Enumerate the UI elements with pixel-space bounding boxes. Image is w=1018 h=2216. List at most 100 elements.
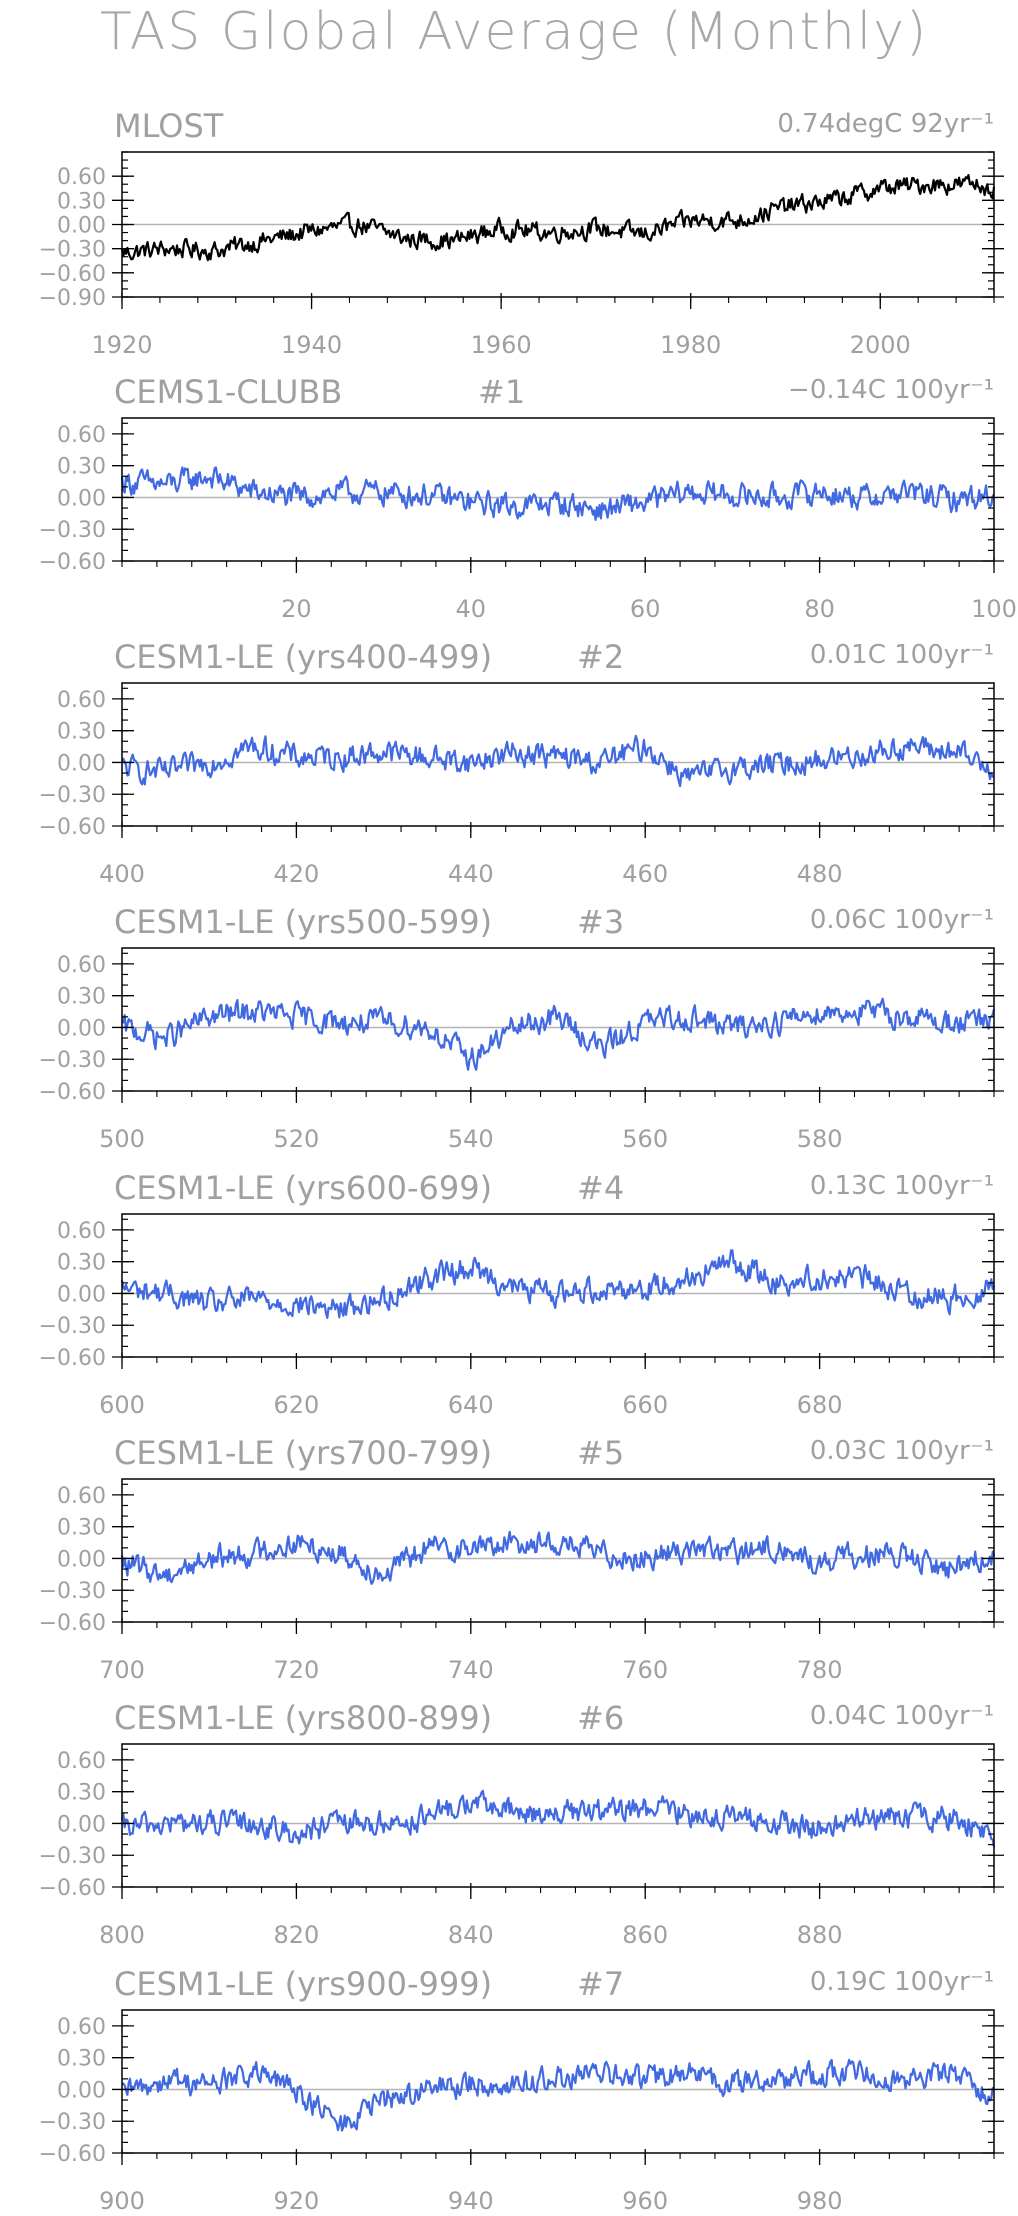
x-tick-label: 60 bbox=[630, 595, 661, 623]
plot-frame bbox=[121, 2009, 995, 2154]
y-tick-label: 0.60 bbox=[57, 165, 106, 190]
data-series-line bbox=[120, 1249, 996, 1320]
x-tick-label: 80 bbox=[804, 595, 835, 623]
x-tick-label: 420 bbox=[273, 860, 319, 888]
panel-title: MLOST bbox=[114, 107, 224, 145]
page-title: TAS Global Average (Monthly) bbox=[100, 2, 929, 62]
y-tick-label: 0.30 bbox=[57, 2047, 106, 2072]
y-tick-label: 0.00 bbox=[57, 486, 106, 511]
y-tick-label: −0.30 bbox=[39, 2110, 106, 2135]
member-label: #4 bbox=[577, 1169, 624, 1207]
panel-title: CESM1-LE (yrs900-999) bbox=[114, 1965, 492, 2003]
y-tick-label: −0.60 bbox=[39, 1346, 106, 1371]
member-label: #7 bbox=[577, 1965, 624, 2003]
trend-label: 0.03C 100yr⁻¹ bbox=[810, 1436, 994, 1466]
y-tick-label: −0.60 bbox=[39, 262, 106, 287]
x-tick-label: 780 bbox=[797, 1656, 843, 1684]
x-tick-label: 860 bbox=[622, 1921, 668, 1949]
plot-frame bbox=[121, 947, 995, 1092]
y-tick-label: 0.30 bbox=[57, 985, 106, 1010]
y-tick-label: 0.00 bbox=[57, 1547, 106, 1572]
y-tick-label: 0.00 bbox=[57, 751, 106, 776]
x-tick-label: 40 bbox=[456, 595, 487, 623]
x-tick-label: 640 bbox=[448, 1391, 494, 1419]
data-series-line bbox=[120, 1789, 996, 1848]
y-tick-label: −0.60 bbox=[39, 2142, 106, 2167]
x-tick-label: 920 bbox=[273, 2187, 319, 2215]
y-tick-label: 0.30 bbox=[57, 1516, 106, 1541]
x-tick-label: 740 bbox=[448, 1656, 494, 1684]
chart-panel-3: −0.60 −0.30 0.00 0.30 0.60 400 420 440 460 480 CES… bbox=[39, 638, 1004, 888]
chart-panel-7: −0.60 −0.30 0.00 0.30 0.60 800 820 840 860 880 CES… bbox=[39, 1699, 1004, 1949]
y-tick-label: 0.60 bbox=[57, 1749, 106, 1774]
trend-label: 0.19C 100yr⁻¹ bbox=[810, 1967, 994, 1997]
x-tick-label: 720 bbox=[273, 1656, 319, 1684]
y-tick-label: 0.60 bbox=[57, 1219, 106, 1244]
y-tick-label: 0.30 bbox=[57, 189, 106, 214]
y-tick-label: −0.90 bbox=[39, 286, 106, 311]
member-label: #1 bbox=[478, 373, 525, 411]
y-tick-label: −0.60 bbox=[39, 815, 106, 840]
y-tick-label: −0.60 bbox=[39, 550, 106, 575]
x-tick-label: 900 bbox=[99, 2187, 145, 2215]
plot-frame bbox=[121, 1478, 995, 1623]
x-tick-label: 680 bbox=[797, 1391, 843, 1419]
chart-panel-4: −0.60 −0.30 0.00 0.30 0.60 500 520 540 560 580 CES… bbox=[39, 903, 1004, 1153]
y-tick-label: 0.00 bbox=[57, 2078, 106, 2103]
member-label: #2 bbox=[577, 638, 624, 676]
member-label: #5 bbox=[577, 1434, 624, 1472]
trend-label: 0.04C 100yr⁻¹ bbox=[810, 1701, 994, 1731]
x-tick-label: 100 bbox=[971, 595, 1017, 623]
y-tick-label: 0.30 bbox=[57, 1781, 106, 1806]
x-tick-label: 800 bbox=[99, 1921, 145, 1949]
chart-panel-5: −0.60 −0.30 0.00 0.30 0.60 600 620 640 660 680 CES… bbox=[39, 1169, 1004, 1419]
trend-label: 0.06C 100yr⁻¹ bbox=[810, 905, 994, 935]
chart-panel-2: −0.60 −0.30 0.00 0.30 0.60 20 40 60 80 100 CEMS1-C… bbox=[39, 373, 1017, 623]
x-tick-label: 400 bbox=[99, 860, 145, 888]
data-series-line bbox=[120, 1530, 996, 1586]
chart-panel-1: −0.90−0.60−0.300.000.300.60 1920 1940 1960 1… bbox=[39, 107, 1004, 359]
y-tick-label: 0.00 bbox=[57, 1016, 106, 1041]
x-tick-label: 600 bbox=[99, 1391, 145, 1419]
y-tick-label: −0.30 bbox=[39, 783, 106, 808]
plot-frame bbox=[121, 682, 995, 827]
plot-frame bbox=[121, 417, 995, 562]
x-tick-label: 820 bbox=[273, 1921, 319, 1949]
panel-title: CESM1-LE (yrs600-699) bbox=[114, 1169, 492, 1207]
x-tick-label: 1960 bbox=[471, 331, 532, 359]
plot-frame bbox=[121, 1213, 995, 1358]
data-series-line bbox=[121, 997, 996, 1071]
data-series-line bbox=[120, 466, 995, 522]
panel-title: CEMS1-CLUBB bbox=[114, 373, 342, 411]
y-tick-label: 0.60 bbox=[57, 953, 106, 978]
data-series-line bbox=[120, 734, 995, 788]
y-tick-label: −0.60 bbox=[39, 1611, 106, 1636]
x-tick-label: 980 bbox=[797, 2187, 843, 2215]
panel-title: CESM1-LE (yrs700-799) bbox=[114, 1434, 492, 1472]
x-tick-label: 460 bbox=[622, 860, 668, 888]
y-tick-label: 0.60 bbox=[57, 2015, 106, 2040]
x-tick-label: 2000 bbox=[850, 331, 911, 359]
y-tick-label: 0.00 bbox=[57, 1282, 106, 1307]
panel-title: CESM1-LE (yrs800-899) bbox=[114, 1699, 492, 1737]
x-tick-label: 840 bbox=[448, 1921, 494, 1949]
x-tick-label: 480 bbox=[797, 860, 843, 888]
y-tick-label: 0.60 bbox=[57, 688, 106, 713]
y-tick-label: −0.30 bbox=[39, 1314, 106, 1339]
x-tick-label: 20 bbox=[281, 595, 312, 623]
x-tick-label: 760 bbox=[622, 1656, 668, 1684]
x-tick-label: 1980 bbox=[660, 331, 721, 359]
trend-label: 0.74degC 92yr⁻¹ bbox=[777, 109, 994, 139]
x-tick-label: 440 bbox=[448, 860, 494, 888]
x-tick-label: 880 bbox=[797, 1921, 843, 1949]
y-tick-label: −0.30 bbox=[39, 1579, 106, 1604]
y-tick-label: −0.30 bbox=[39, 518, 106, 543]
member-label: #3 bbox=[577, 903, 624, 941]
y-tick-label: −0.30 bbox=[39, 238, 106, 263]
y-tick-label: 0.00 bbox=[57, 1812, 106, 1837]
member-label: #6 bbox=[577, 1699, 624, 1737]
y-tick-label: 0.60 bbox=[57, 1484, 106, 1509]
x-tick-label: 940 bbox=[448, 2187, 494, 2215]
x-tick-label: 520 bbox=[273, 1125, 319, 1153]
y-tick-label: −0.30 bbox=[39, 1048, 106, 1073]
